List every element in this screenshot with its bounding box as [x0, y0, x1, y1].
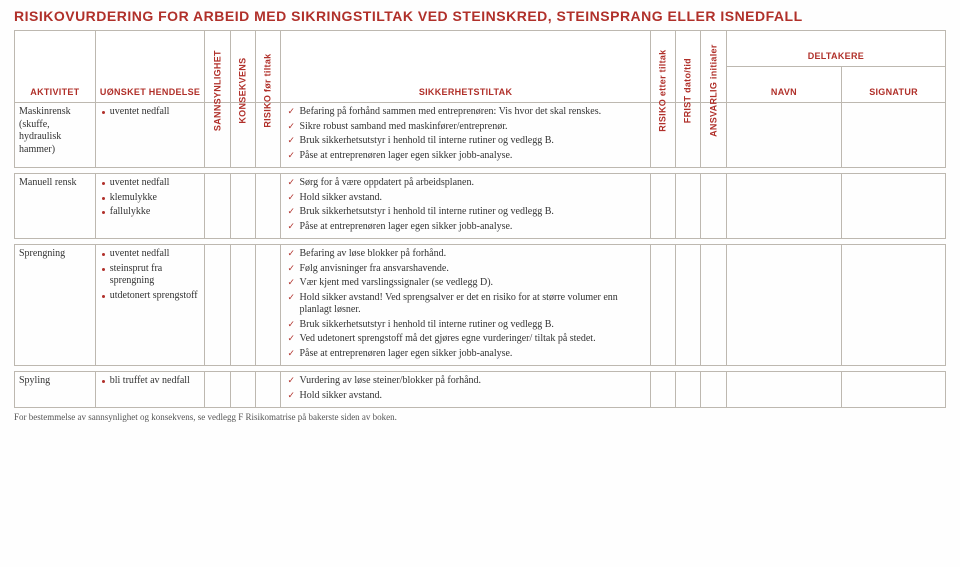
safety-item: Hold sikker avstand. — [287, 192, 645, 205]
empty-cell — [676, 174, 701, 239]
table-header: AKTIVITET UØNSKET HENDELSE SANNSYNLIGHET… — [15, 31, 946, 103]
empty-cell — [230, 372, 255, 408]
col-activity: AKTIVITET — [15, 31, 96, 103]
safety-item: Sikre robust samband med maskinfører/ent… — [287, 121, 645, 134]
empty-cell — [256, 174, 281, 239]
safety-cell: Vurdering av løse steiner/blokker på for… — [281, 372, 650, 408]
safety-item: Hold sikker avstand. — [287, 390, 645, 403]
col-navn: NAVN — [726, 67, 841, 103]
empty-cell — [230, 245, 255, 366]
empty-cell — [701, 174, 726, 239]
page-title: RISIKOVURDERING FOR ARBEID MED SIKRINGST… — [14, 8, 946, 24]
col-signatur: SIGNATUR — [842, 67, 946, 103]
event-item: utdetonert sprengstoff — [102, 290, 201, 303]
col-responsible: ANSVARLIG initialer — [701, 31, 726, 103]
table-row: Sprengning uventet nedfall steinsprut fra … — [15, 245, 946, 366]
activity-cell: Sprengning — [15, 245, 96, 366]
empty-cell — [256, 245, 281, 366]
empty-cell — [842, 372, 946, 408]
safety-item: Ved udetonert sprengstoff må det gjøres … — [287, 333, 645, 346]
safety-item: Påse at entreprenøren lager egen sikker … — [287, 348, 645, 361]
safety-cell: Sørg for å være oppdatert på arbeidsplan… — [281, 174, 650, 239]
event-item: steinsprut fra sprengning — [102, 263, 201, 288]
empty-cell — [205, 372, 230, 408]
safety-item: Befaring av løse blokker på forhånd. — [287, 248, 645, 261]
event-item: fallulykke — [102, 206, 201, 219]
event-item: uventet nedfall — [102, 106, 201, 119]
empty-cell — [676, 245, 701, 366]
empty-cell — [726, 103, 841, 168]
safety-cell: Befaring på forhånd sammen med entrepren… — [281, 103, 650, 168]
empty-cell — [650, 372, 675, 408]
empty-cell — [842, 103, 946, 168]
safety-item: Befaring på forhånd sammen med entrepren… — [287, 106, 645, 119]
empty-cell — [205, 174, 230, 239]
empty-cell — [842, 174, 946, 239]
col-deltakere: DELTAKERE — [726, 31, 945, 67]
empty-cell — [842, 245, 946, 366]
empty-cell — [701, 372, 726, 408]
table-body: Maskinrensk (skuffe, hydraulisk hammer)u… — [15, 103, 946, 408]
empty-cell — [726, 245, 841, 366]
safety-item: Hold sikker avstand! Ved sprengsalver er… — [287, 292, 645, 317]
empty-cell — [256, 372, 281, 408]
safety-item: Følg anvisninger fra ansvarshavende. — [287, 263, 645, 276]
risk-table: AKTIVITET UØNSKET HENDELSE SANNSYNLIGHET… — [14, 30, 946, 408]
col-probability: SANNSYNLIGHET — [205, 31, 230, 103]
event-item: bli truffet av nedfall — [102, 375, 201, 388]
safety-item: Påse at entreprenøren lager egen sikker … — [287, 150, 645, 163]
col-risk-before: RISIKO før tiltak — [256, 31, 281, 103]
event-cell: uventet nedfall — [95, 103, 205, 168]
safety-item: Vurdering av løse steiner/blokker på for… — [287, 375, 645, 388]
col-consequence: KONSEKVENS — [230, 31, 255, 103]
col-safety: SIKKERHETSTILTAK — [281, 31, 650, 103]
activity-cell: Spyling — [15, 372, 96, 408]
table-row: Maskinrensk (skuffe, hydraulisk hammer) u… — [15, 103, 946, 168]
event-item: klemulykke — [102, 192, 201, 205]
event-cell: uventet nedfall steinsprut fra sprengning… — [95, 245, 205, 366]
table-row: Manuell rensk uventet nedfall klemulykkefa… — [15, 174, 946, 239]
event-item: uventet nedfall — [102, 177, 201, 190]
safety-item: Påse at entreprenøren lager egen sikker … — [287, 221, 645, 234]
empty-cell — [205, 245, 230, 366]
safety-item: Sørg for å være oppdatert på arbeidsplan… — [287, 177, 645, 190]
event-item: uventet nedfall — [102, 248, 201, 261]
footnote: For bestemmelse av sannsynlighet og kons… — [14, 412, 946, 422]
empty-cell — [650, 174, 675, 239]
empty-cell — [676, 372, 701, 408]
col-deadline: FRIST dato/tid — [676, 31, 701, 103]
col-event: UØNSKET HENDELSE — [95, 31, 205, 103]
empty-cell — [701, 245, 726, 366]
event-cell: uventet nedfall klemulykkefallulykke — [95, 174, 205, 239]
table-row: Spyling bli truffet av nedfall Vurdering a… — [15, 372, 946, 408]
col-risk-after: RISIKO etter tiltak — [650, 31, 675, 103]
safety-cell: Befaring av løse blokker på forhånd. Følg… — [281, 245, 650, 366]
activity-cell: Maskinrensk (skuffe, hydraulisk hammer) — [15, 103, 96, 168]
safety-item: Bruk sikkerhetsutstyr i henhold til inte… — [287, 319, 645, 332]
risk-assessment-page: RISIKOVURDERING FOR ARBEID MED SIKRINGST… — [0, 0, 960, 426]
safety-item: Bruk sikkerhetsutstyr i henhold til inte… — [287, 135, 645, 148]
safety-item: Bruk sikkerhetsutstyr i henhold til inte… — [287, 206, 645, 219]
empty-cell — [726, 372, 841, 408]
event-cell: bli truffet av nedfall — [95, 372, 205, 408]
empty-cell — [726, 174, 841, 239]
activity-cell: Manuell rensk — [15, 174, 96, 239]
empty-cell — [230, 174, 255, 239]
safety-item: Vær kjent med varslingssignaler (se vedl… — [287, 277, 645, 290]
empty-cell — [650, 245, 675, 366]
